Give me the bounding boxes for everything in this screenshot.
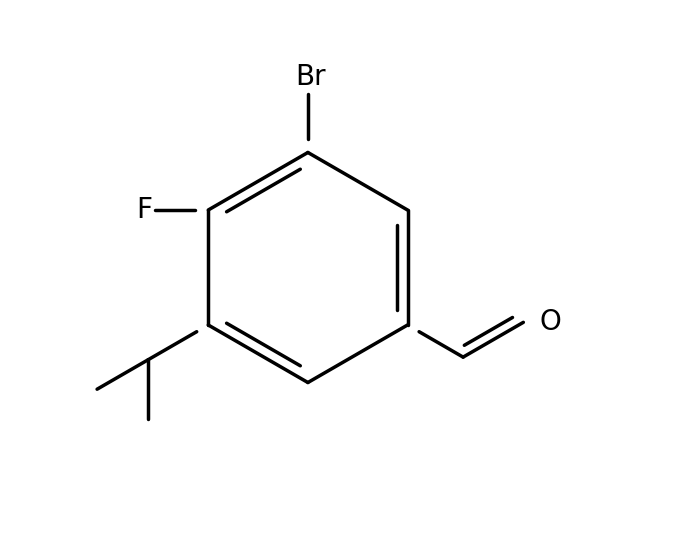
Text: F: F: [136, 196, 152, 224]
Text: O: O: [539, 308, 561, 337]
Text: Br: Br: [295, 63, 326, 91]
